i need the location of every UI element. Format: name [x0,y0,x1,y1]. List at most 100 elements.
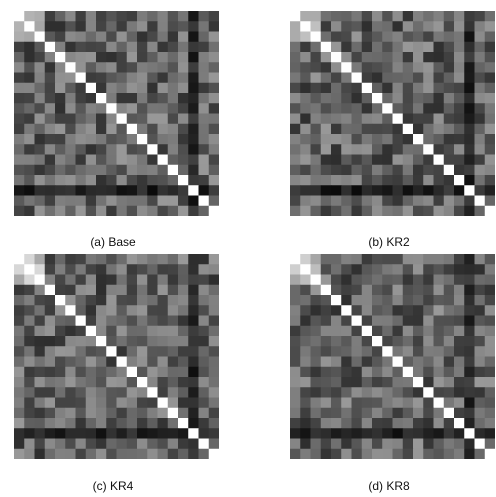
heatmap-cell [320,113,332,125]
heatmap-cell [116,52,128,63]
heatmap-cell [484,134,495,145]
heatmap-cell [147,72,158,84]
heatmap-cell [55,438,66,450]
heatmap-cell [382,325,393,337]
heatmap-cell [198,93,210,104]
heatmap-cell [14,41,25,53]
heatmap-cell [157,164,169,176]
heatmap-cell [178,356,189,368]
heatmap-cell [65,175,76,186]
heatmap-cell [351,274,363,286]
heatmap-cell [75,62,87,73]
heatmap-cell [351,72,363,84]
heatmap-cell [320,428,332,439]
heatmap-cell [116,366,128,378]
heatmap-cell [361,274,373,286]
heatmap-cell [443,366,455,378]
heatmap-cell [157,62,169,73]
heatmap-cell [320,164,332,176]
heatmap-cell [106,72,117,84]
heatmap-cell [341,254,352,265]
heatmap-cell [372,325,383,337]
heatmap-cell [484,274,495,286]
heatmap-cell [167,356,179,368]
heatmap-cell [290,52,301,63]
heatmap-cell [341,41,352,53]
heatmap-cell [372,254,383,265]
heatmap-cell [157,205,169,216]
heatmap-cell [106,387,117,398]
heatmap-cell [341,274,352,286]
heatmap-cell [157,175,169,186]
heatmap-cell [310,387,322,398]
heatmap-cell [24,366,35,378]
heatmap-cell [310,123,322,135]
heatmap-cell [147,93,158,104]
heatmap-cell [433,62,445,73]
heatmap-cell [14,366,25,378]
heatmap-cell [423,41,434,53]
heatmap-cell [65,284,76,296]
heatmap-cell [188,377,199,388]
heatmap-cell [96,418,107,429]
heatmap-cell [96,387,107,398]
heatmap-cell [147,418,158,429]
heatmap-cell [147,82,158,94]
heatmap-cell [106,185,117,196]
heatmap-cell [106,103,117,114]
heatmap-cell [137,356,148,368]
heatmap-cell [443,274,455,286]
heatmap-cell [290,418,301,429]
heatmap-cell [413,315,424,327]
heatmap-cell [208,154,219,166]
heatmap-cell [413,448,424,459]
heatmap-cell [65,346,76,357]
heatmap-cell [300,418,311,429]
heatmap-cell [290,11,301,22]
heatmap-cell [351,93,363,104]
heatmap-cell [382,284,393,296]
heatmap-cell [413,305,424,316]
heatmap-cell [85,397,97,409]
heatmap-cell [433,185,445,196]
heatmap-cell [351,366,363,378]
heatmap-cell [167,41,179,53]
heatmap-cell [116,284,128,296]
heatmap-cell [341,428,352,439]
heatmap-cell [167,52,179,63]
heatmap-cell [14,274,25,286]
heatmap-cell [44,62,56,73]
heatmap-cell [402,41,414,53]
heatmap-cell [126,175,138,186]
heatmap-cell [198,185,210,196]
heatmap-cell [55,356,66,368]
heatmap-cell [433,295,445,306]
heatmap-cell [96,264,107,275]
heatmap-cell [320,346,332,357]
heatmap-cell [106,123,117,135]
heatmap-cell [34,264,46,275]
heatmap-cell [372,336,383,347]
heatmap-cell [157,195,169,207]
heatmap-cell [320,52,332,63]
heatmap-cell [34,175,46,186]
heatmap-cell [361,377,373,388]
heatmap-cell [75,72,87,84]
heatmap-cell [320,82,332,94]
heatmap-cell [65,264,76,275]
heatmap-cell [24,164,35,176]
heatmap-cell [464,72,475,84]
heatmap-cell [484,377,495,388]
heatmap-cell [55,336,66,347]
heatmap-cell [96,346,107,357]
heatmap-cell [331,305,342,316]
heatmap-cell [137,407,148,419]
heatmap-cell [413,154,424,166]
heatmap-cell [65,397,76,409]
heatmap-cell [300,274,311,286]
heatmap-cell [75,93,87,104]
heatmap-cell [198,377,210,388]
heatmap-cell [443,154,455,166]
heatmap-cell [106,305,117,316]
heatmap-cell [341,305,352,316]
